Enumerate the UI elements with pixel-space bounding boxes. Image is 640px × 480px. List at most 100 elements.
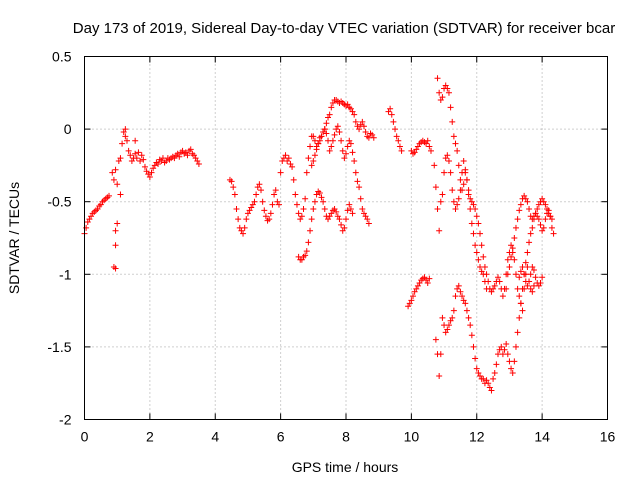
data-point bbox=[463, 176, 470, 183]
series-13 bbox=[503, 192, 557, 292]
series-7 bbox=[385, 105, 405, 154]
data-point bbox=[243, 216, 250, 223]
data-point bbox=[146, 174, 153, 181]
data-point bbox=[450, 307, 457, 314]
series-11 bbox=[434, 75, 490, 292]
data-point bbox=[449, 314, 456, 321]
series-12 bbox=[432, 195, 555, 394]
data-point bbox=[547, 213, 554, 220]
data-point bbox=[511, 235, 518, 241]
data-point bbox=[123, 137, 130, 144]
data-point bbox=[231, 191, 238, 198]
data-point bbox=[519, 307, 526, 314]
data-point bbox=[305, 155, 312, 162]
data-point bbox=[360, 123, 367, 130]
data-point bbox=[392, 126, 399, 133]
data-point bbox=[258, 187, 265, 194]
data-point bbox=[542, 201, 549, 208]
data-point bbox=[447, 104, 454, 111]
data-point bbox=[228, 178, 235, 185]
data-point bbox=[364, 216, 371, 223]
data-point bbox=[426, 143, 433, 150]
y-tick-label: 0.5 bbox=[52, 49, 72, 65]
data-point bbox=[396, 143, 403, 150]
data-point bbox=[356, 184, 363, 191]
data-point bbox=[295, 210, 302, 217]
data-point bbox=[110, 176, 117, 183]
data-point bbox=[346, 201, 353, 208]
data-point bbox=[293, 201, 300, 208]
data-point bbox=[445, 322, 452, 329]
x-tick-label: 4 bbox=[211, 429, 219, 445]
data-point bbox=[302, 195, 309, 202]
data-point bbox=[329, 137, 336, 144]
data-point bbox=[437, 198, 444, 205]
data-point bbox=[408, 297, 415, 304]
data-point bbox=[310, 158, 317, 165]
data-point bbox=[344, 143, 351, 150]
data-point bbox=[308, 162, 315, 169]
data-point bbox=[526, 205, 533, 212]
data-point bbox=[137, 158, 144, 165]
data-point bbox=[444, 152, 451, 159]
data-point bbox=[343, 150, 349, 157]
data-point bbox=[467, 322, 474, 329]
axis-ticks bbox=[84, 56, 608, 420]
x-tick-labels: 0 2 4 6 8 10 12 14 16 bbox=[81, 429, 616, 445]
data-point bbox=[398, 147, 405, 154]
grid-lines bbox=[84, 56, 608, 420]
y-axis-label: SDTVAR / TECUs bbox=[6, 182, 22, 294]
data-point bbox=[352, 169, 359, 176]
data-point bbox=[472, 242, 479, 249]
x-tick-label: 2 bbox=[146, 429, 154, 445]
data-point bbox=[133, 155, 140, 162]
data-point bbox=[530, 266, 537, 273]
data-point bbox=[481, 278, 488, 285]
data-point bbox=[512, 343, 519, 350]
data-point bbox=[282, 152, 289, 159]
data-point bbox=[311, 152, 318, 159]
data-point bbox=[362, 129, 369, 136]
series-1 bbox=[81, 192, 113, 237]
data-point bbox=[462, 169, 469, 176]
data-point bbox=[548, 224, 555, 231]
data-point bbox=[519, 264, 526, 271]
data-point bbox=[478, 242, 485, 249]
data-point bbox=[305, 239, 312, 246]
data-point bbox=[434, 75, 441, 82]
data-point bbox=[501, 346, 508, 353]
data-point bbox=[504, 256, 511, 263]
data-point bbox=[457, 288, 464, 295]
data-point bbox=[459, 293, 466, 300]
data-point bbox=[240, 230, 247, 237]
data-point bbox=[532, 274, 539, 281]
data-point bbox=[336, 129, 343, 136]
data-point bbox=[527, 230, 534, 237]
x-tick-label: 0 bbox=[81, 429, 89, 445]
data-point bbox=[112, 242, 119, 249]
data-point bbox=[316, 189, 323, 196]
data-point bbox=[512, 271, 519, 278]
data-point bbox=[341, 224, 348, 231]
data-point bbox=[508, 365, 515, 372]
data-point bbox=[334, 123, 341, 130]
data-point bbox=[338, 137, 345, 144]
data-point bbox=[447, 169, 454, 176]
data-point bbox=[184, 152, 191, 159]
data-point bbox=[323, 130, 330, 137]
x-tick-label: 16 bbox=[600, 429, 616, 445]
x-tick-label: 8 bbox=[342, 429, 350, 445]
data-point bbox=[277, 169, 284, 176]
series-14 bbox=[516, 264, 546, 289]
data-point bbox=[127, 152, 134, 159]
data-point bbox=[140, 156, 147, 163]
data-point bbox=[462, 300, 469, 307]
data-point bbox=[503, 340, 510, 347]
data-point bbox=[302, 252, 309, 259]
data-point bbox=[519, 285, 526, 292]
data-point bbox=[529, 288, 536, 295]
data-point bbox=[117, 155, 124, 162]
data-point bbox=[119, 140, 126, 147]
data-point bbox=[475, 220, 482, 227]
data-point bbox=[436, 227, 443, 234]
